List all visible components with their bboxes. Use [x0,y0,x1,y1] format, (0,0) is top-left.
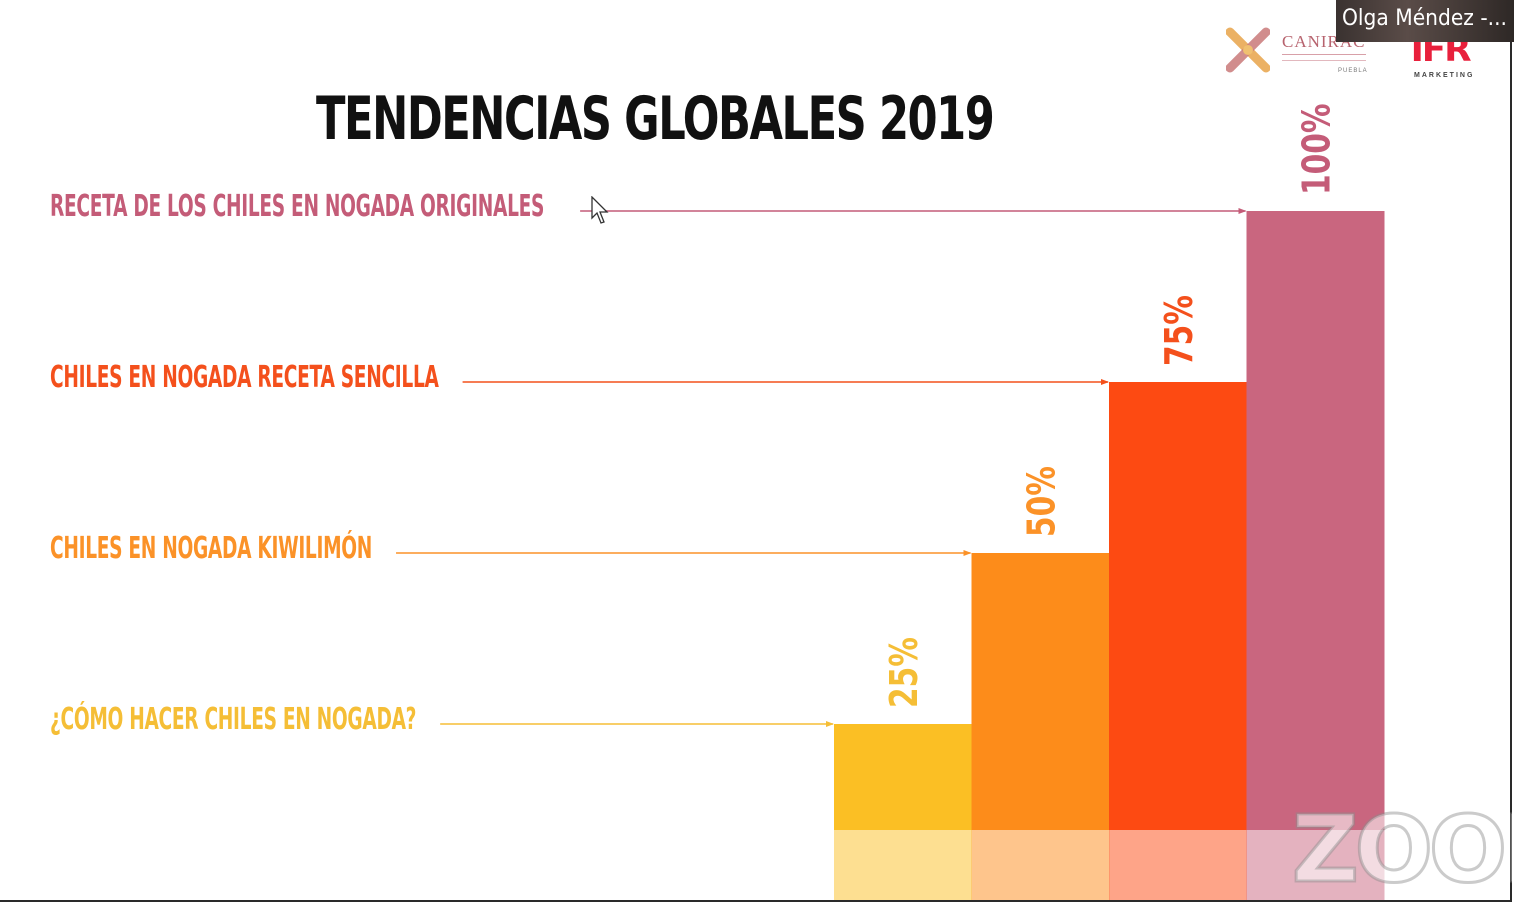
zoom-watermark: ZOOM [1292,796,1512,903]
participant-name: Olga Méndez -... [1342,6,1507,31]
canirac-divider [1282,54,1366,55]
bar-reflection [1246,830,1385,900]
canirac-city: PUEBLA [1338,68,1368,74]
bar-25pct [834,724,972,830]
bar-100pct [1246,211,1385,830]
category-label-1: ¿CÓMO HACER CHILES EN NOGADA? [50,702,417,737]
category-label-3: CHILES EN NOGADA RECETA SENCILLA [50,360,439,395]
category-label-4: RECETA DE LOS CHILES EN NOGADA ORIGINALE… [50,189,545,224]
category-label-2: CHILES EN NOGADA KIWILIMÓN [50,531,373,566]
bar-75pct [1109,382,1247,830]
bar-50pct [971,553,1110,830]
bar-reflection [834,830,972,900]
data-label-25pct: 25% [882,637,927,708]
ifr-logo: IFR MARKETING [1410,30,1490,82]
slide-title: TENDENCIAS GLOBALES 2019 [316,84,995,154]
bar-reflection [971,830,1110,900]
bar-reflection [1109,830,1247,900]
mouse-cursor-icon [591,196,609,224]
canirac-x-icon [1226,27,1270,73]
data-label-50pct: 50% [1020,466,1065,537]
ifr-tagline: MARKETING [1414,72,1475,79]
data-label-75pct: 75% [1157,295,1202,366]
canirac-divider [1282,60,1366,61]
participant-name-tag: Olga Méndez -... [1336,0,1514,42]
data-label-100pct: 100% [1295,103,1340,195]
